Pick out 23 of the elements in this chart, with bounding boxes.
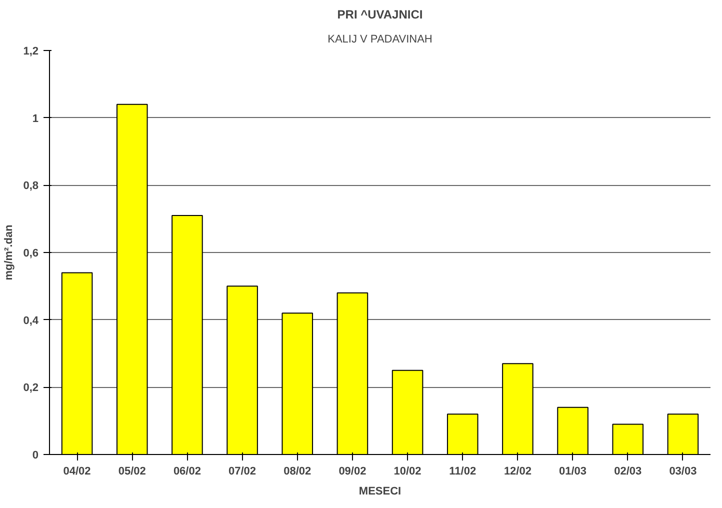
y-tick-label: 0,8 <box>23 180 39 192</box>
x-tick-label: 04/02 <box>63 466 91 478</box>
y-tick-label: 1,2 <box>23 46 39 58</box>
x-tick-label: 05/02 <box>118 466 146 478</box>
y-tick-label: 0,6 <box>23 248 39 260</box>
chart-subtitle: KALIJ V PADAVINAH <box>328 34 432 46</box>
y-tick-label: 1 <box>32 112 39 125</box>
x-axis-title: MESECI <box>358 486 402 498</box>
x-tick-label: 09/02 <box>338 466 366 478</box>
x-tick-label: 07/02 <box>228 466 256 478</box>
x-tick-label: 01/03 <box>559 466 587 478</box>
x-tick-label: 06/02 <box>173 466 201 478</box>
y-axis-title: mg/m².dan <box>3 224 16 280</box>
x-tick-label: 02/03 <box>614 466 642 478</box>
x-tick-label: 03/03 <box>669 466 697 478</box>
x-tick-label: 11/02 <box>449 466 476 478</box>
y-tick-label: 0,2 <box>23 382 39 394</box>
y-tick-label: 0 <box>32 450 39 462</box>
x-tick-label: 10/02 <box>394 466 422 478</box>
chart-title: PRI ^UVAJNICI <box>337 8 423 22</box>
x-tick-label: 12/02 <box>504 466 532 478</box>
x-tick-label: 08/02 <box>284 466 312 478</box>
y-tick-label: 0,4 <box>23 314 40 327</box>
